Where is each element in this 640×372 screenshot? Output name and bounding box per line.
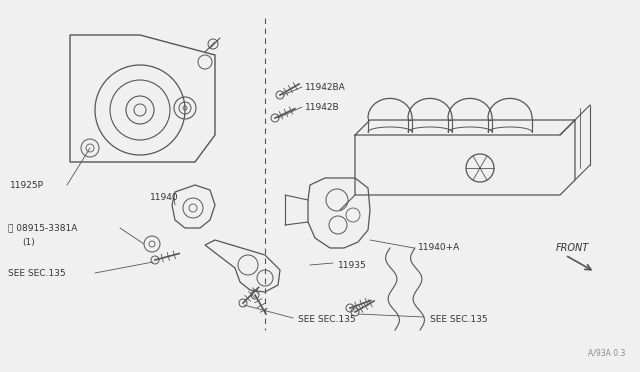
- Text: SEE SEC.135: SEE SEC.135: [430, 315, 488, 324]
- Text: 11940+A: 11940+A: [418, 244, 460, 253]
- Text: A/93A 0.3: A/93A 0.3: [588, 349, 625, 358]
- Text: 11942B: 11942B: [305, 103, 340, 112]
- Text: FRONT: FRONT: [556, 243, 589, 253]
- Text: Ⓦ 08915-3381A: Ⓦ 08915-3381A: [8, 224, 77, 232]
- Text: 11935: 11935: [338, 260, 367, 269]
- Text: 11940: 11940: [150, 193, 179, 202]
- Text: SEE SEC.135: SEE SEC.135: [298, 315, 356, 324]
- Text: 11925P: 11925P: [10, 180, 44, 189]
- Text: (1): (1): [22, 238, 35, 247]
- Text: 11942BA: 11942BA: [305, 83, 346, 92]
- Text: SEE SEC.135: SEE SEC.135: [8, 269, 66, 278]
